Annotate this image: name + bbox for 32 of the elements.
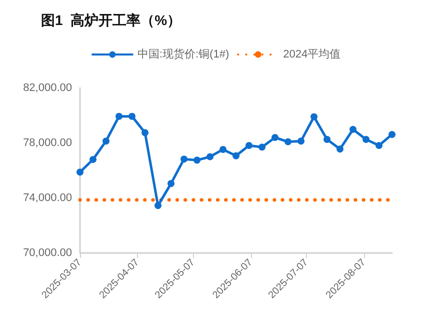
point [336,146,344,153]
point [194,156,200,164]
point [90,156,96,163]
y-tick-label: 70,000.00 [23,247,72,259]
point [180,156,188,163]
point [116,112,122,120]
point [232,152,240,160]
point [102,138,110,145]
point [128,112,136,120]
point [310,113,318,120]
point [168,180,174,188]
point [284,138,292,146]
legend-label: 中国:现货价:铜(1#) [137,48,230,60]
point [376,142,382,149]
point [324,136,330,143]
point [154,202,162,210]
chart-title: 图1 高炉开工率（%） [41,12,182,28]
point [388,130,396,138]
y-tick-label: 74,000.00 [23,192,72,204]
point [258,144,266,151]
point [362,136,370,143]
point [298,138,304,145]
point [246,142,252,149]
point [350,126,356,133]
point [206,153,214,160]
y-tick-label: 82,000.00 [23,82,72,94]
point [272,134,278,141]
y-tick-label: 78,000.00 [23,137,72,149]
point [220,146,226,153]
point [76,168,84,176]
legend-label: 2024平均值 [283,48,341,60]
point [142,129,148,136]
